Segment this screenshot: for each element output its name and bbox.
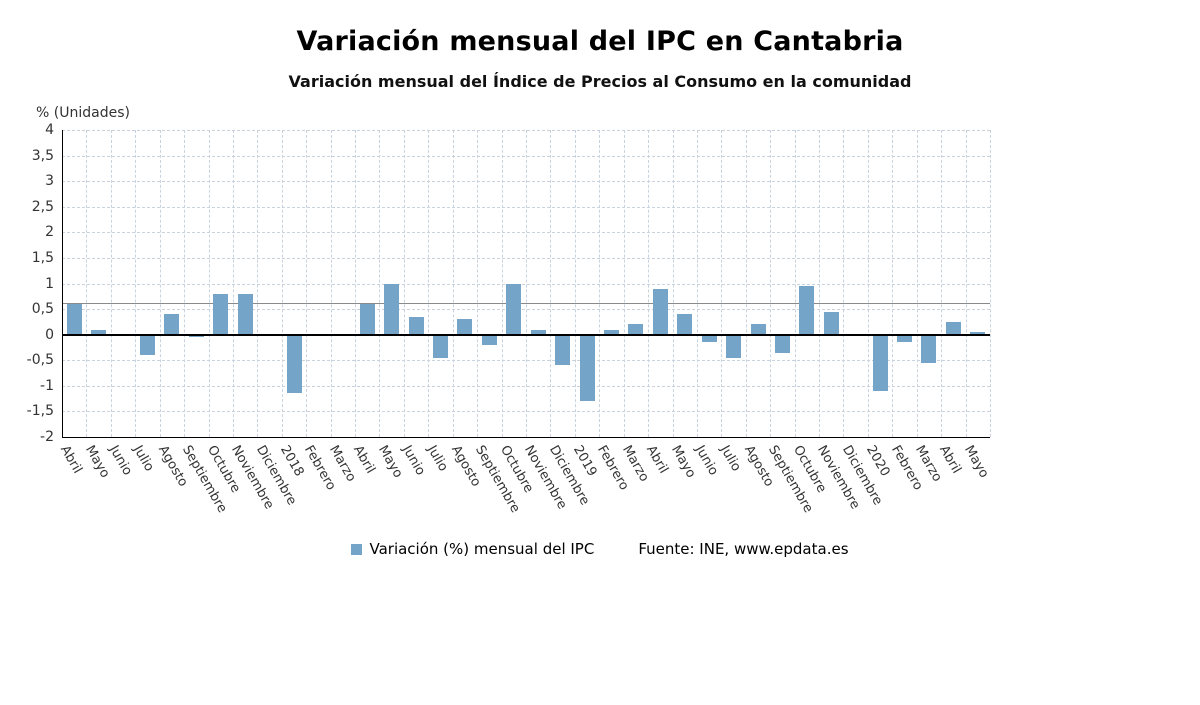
bar bbox=[213, 293, 229, 335]
x-axis-label: Mayo bbox=[960, 443, 992, 481]
y-axis-line bbox=[62, 130, 63, 438]
grid-line-horizontal bbox=[62, 309, 990, 311]
y-axis-tick-label: -1,5 bbox=[26, 403, 54, 420]
bar bbox=[139, 334, 155, 356]
bar bbox=[579, 334, 595, 402]
bar bbox=[677, 314, 693, 335]
y-axis-tick-label: 3,5 bbox=[31, 147, 54, 164]
grid-line-horizontal bbox=[62, 411, 990, 413]
bar bbox=[726, 334, 742, 358]
bar bbox=[897, 334, 913, 343]
bar bbox=[774, 334, 790, 353]
bar bbox=[481, 334, 497, 345]
bar bbox=[359, 303, 375, 335]
bar bbox=[970, 332, 986, 335]
y-axis-tick-label: 0,5 bbox=[31, 301, 54, 318]
bar bbox=[945, 321, 961, 335]
source-label: Fuente: INE, www.epdata.es bbox=[638, 540, 849, 558]
bar bbox=[237, 293, 253, 335]
y-axis-tick-label: 1 bbox=[45, 275, 54, 292]
bar bbox=[286, 334, 302, 394]
grid-line-horizontal bbox=[62, 360, 990, 362]
grid-line-vertical bbox=[990, 130, 991, 437]
y-axis-tick-label: 2 bbox=[45, 224, 54, 241]
y-axis-tick-label: 3 bbox=[45, 173, 54, 190]
bar bbox=[66, 303, 82, 335]
y-axis-tick-label: 4 bbox=[45, 122, 54, 138]
grid-line-horizontal bbox=[62, 155, 990, 157]
legend-item: Variación (%) mensual del IPC bbox=[351, 540, 594, 558]
bar bbox=[457, 319, 473, 335]
chart-subtitle: Variación mensual del Índice de Precios … bbox=[288, 72, 912, 91]
bar bbox=[799, 286, 815, 335]
y-axis-tick-label: -1 bbox=[40, 377, 54, 394]
y-axis-tick-label: 1,5 bbox=[31, 249, 54, 266]
bar bbox=[506, 283, 522, 335]
average-reference-line bbox=[62, 302, 990, 304]
bar bbox=[750, 324, 766, 335]
y-axis-tick-label: 0 bbox=[45, 326, 54, 343]
bar bbox=[921, 334, 937, 363]
bar bbox=[628, 324, 644, 335]
bar bbox=[188, 334, 204, 338]
y-axis-tick-label: 2,5 bbox=[31, 198, 54, 215]
x-axis-label: Abril bbox=[57, 443, 86, 477]
grid-line-horizontal bbox=[62, 257, 990, 259]
legend: Variación (%) mensual del IPC Fuente: IN… bbox=[0, 540, 1200, 558]
grid-line-horizontal bbox=[62, 385, 990, 387]
zero-line bbox=[62, 333, 990, 336]
bar bbox=[530, 329, 546, 335]
bar bbox=[701, 334, 717, 343]
bar bbox=[603, 329, 619, 335]
bar bbox=[872, 334, 888, 391]
x-axis-baseline bbox=[62, 437, 990, 438]
grid-line-horizontal bbox=[62, 232, 990, 234]
legend-label: Variación (%) mensual del IPC bbox=[369, 540, 595, 558]
y-axis-tick-label: -2 bbox=[40, 429, 54, 445]
bar bbox=[555, 334, 571, 366]
y-axis-unit-label: % (Unidades) bbox=[36, 105, 130, 121]
y-axis-tick-label: -0,5 bbox=[26, 352, 54, 369]
bar bbox=[652, 288, 668, 335]
grid-line-horizontal bbox=[62, 130, 990, 131]
chart-title: Variación mensual del IPC en Cantabria bbox=[296, 26, 904, 57]
bar bbox=[823, 311, 839, 335]
grid-line-horizontal bbox=[62, 283, 990, 285]
bar bbox=[408, 316, 424, 335]
legend-color-swatch bbox=[351, 543, 363, 555]
bar bbox=[164, 314, 180, 335]
bar bbox=[91, 329, 107, 335]
grid-line-horizontal bbox=[62, 206, 990, 208]
grid-line-horizontal bbox=[62, 181, 990, 183]
bar bbox=[433, 334, 449, 358]
bar bbox=[384, 283, 400, 335]
